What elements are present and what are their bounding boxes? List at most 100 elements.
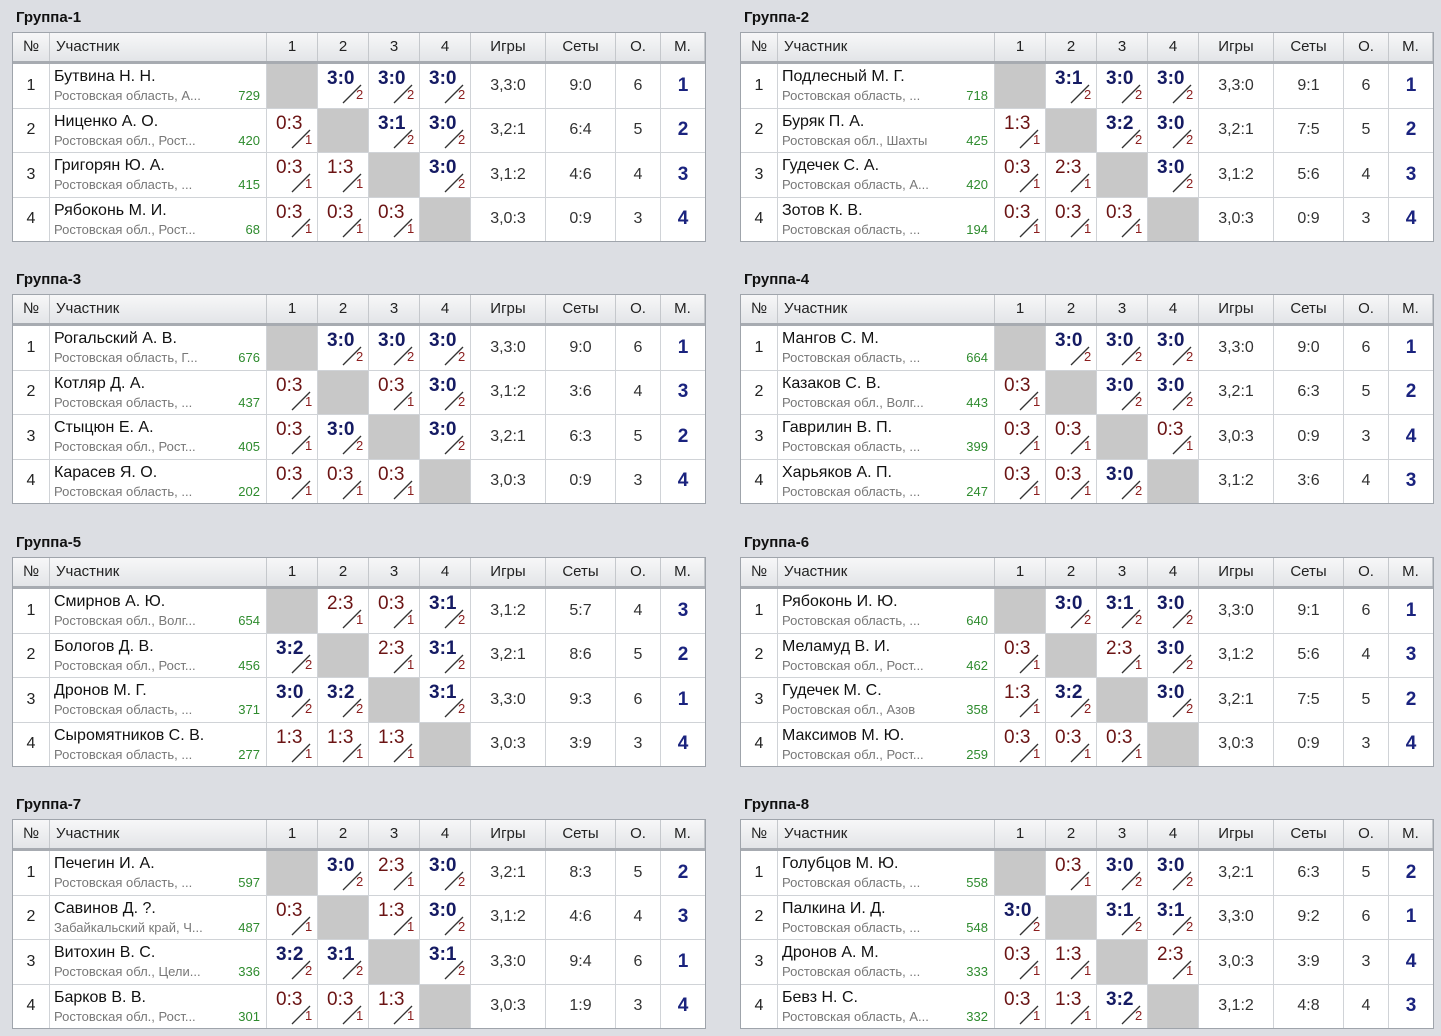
participant-name[interactable]: Савинов Д. ?.	[54, 899, 156, 917]
table-row[interactable]: 2 Савинов Д. ?. Забайкальский край, Ч... 48…	[13, 894, 705, 939]
participant-cell[interactable]: Максимов М. Ю. Ростовская обл., Рост... 25…	[778, 722, 995, 766]
column-header-games[interactable]: Игры	[471, 820, 546, 848]
match-result-cell[interactable]: 3:0 2	[369, 64, 420, 108]
table-row[interactable]: 2 Бологов Д. В. Ростовская обл., Рост... 45…	[13, 632, 705, 677]
participant-cell[interactable]: Гаврилин В. П. Ростовская область, ... 399	[778, 415, 995, 459]
match-result-cell[interactable]: 3:0 2	[318, 415, 369, 459]
match-result-cell[interactable]: 0:3 1	[995, 197, 1046, 241]
participant-name[interactable]: Барков В. В.	[54, 988, 146, 1006]
column-header-c4[interactable]: 4	[420, 295, 471, 323]
column-header-points[interactable]: О.	[616, 33, 661, 61]
match-result-cell[interactable]: 0:3 1	[369, 197, 420, 241]
match-result-cell[interactable]: 0:3 1	[267, 197, 318, 241]
participant-cell[interactable]: Барков В. В. Ростовская обл., Рост... 301	[50, 984, 267, 1028]
match-result-cell[interactable]: 3:1 2	[420, 940, 471, 984]
match-result-cell[interactable]: 1:3 1	[318, 722, 369, 766]
match-result-cell[interactable]: 0:3 1	[267, 459, 318, 503]
match-result-cell[interactable]: 2:3 1	[369, 851, 420, 895]
match-result-cell[interactable]: 0:3 1	[995, 415, 1046, 459]
column-header-place[interactable]: М.	[1389, 820, 1433, 848]
match-result-cell[interactable]: 3:0 2	[420, 895, 471, 939]
column-header-sets[interactable]: Сеты	[1274, 820, 1344, 848]
match-result-cell[interactable]: 0:3 1	[1046, 459, 1097, 503]
match-result-cell[interactable]: 2:3 1	[1097, 633, 1148, 677]
match-result-cell[interactable]: 1:3 1	[369, 895, 420, 939]
match-result-cell[interactable]: 1:3 1	[1046, 984, 1097, 1028]
match-result-cell[interactable]: 3:0 2	[1148, 153, 1199, 197]
participant-cell[interactable]: Голубцов М. Ю. Ростовская область, ... 558	[778, 851, 995, 895]
column-header-n[interactable]: №	[13, 295, 50, 323]
column-header-n[interactable]: №	[13, 558, 50, 586]
match-result-cell[interactable]: 0:3 1	[318, 197, 369, 241]
column-header-c3[interactable]: 3	[1097, 558, 1148, 586]
participant-name[interactable]: Подлесный М. Г.	[782, 68, 905, 85]
participant-name[interactable]: Максимов М. Ю.	[782, 726, 905, 744]
match-result-cell[interactable]: 3:2 2	[1097, 984, 1148, 1028]
table-row[interactable]: 1 Голубцов М. Ю. Ростовская область, ... 55…	[741, 851, 1433, 895]
column-header-n[interactable]: №	[741, 558, 778, 586]
match-result-cell[interactable]: 3:0 2	[1148, 326, 1199, 370]
participant-name[interactable]: Рогальский А. В.	[54, 330, 177, 347]
participant-name[interactable]: Голубцов М. Ю.	[782, 855, 899, 872]
column-header-c4[interactable]: 4	[420, 558, 471, 586]
match-result-cell[interactable]: 3:0 2	[1148, 851, 1199, 895]
participant-cell[interactable]: Смирнов А. Ю. Ростовская обл., Волг... 654	[50, 589, 267, 633]
match-result-cell[interactable]: 3:0 2	[420, 370, 471, 414]
table-row[interactable]: 4 Бевз Н. С. Ростовская область, А... 332 0:…	[741, 983, 1433, 1028]
participant-name[interactable]: Стыцюн Е. А.	[54, 419, 154, 436]
match-result-cell[interactable]: 3:1 2	[1097, 589, 1148, 633]
column-header-c1[interactable]: 1	[267, 295, 318, 323]
match-result-cell[interactable]: 0:3 1	[318, 984, 369, 1028]
column-header-participant[interactable]: Участник	[778, 295, 995, 323]
match-result-cell[interactable]: 3:0 2	[318, 851, 369, 895]
match-result-cell[interactable]: 0:3 1	[1046, 415, 1097, 459]
column-header-n[interactable]: №	[741, 295, 778, 323]
table-row[interactable]: 2 Ниценко А. О. Ростовская обл., Рост... 42…	[13, 107, 705, 152]
participant-name[interactable]: Харьяков А. П.	[782, 463, 892, 481]
column-header-c1[interactable]: 1	[995, 33, 1046, 61]
column-header-n[interactable]: №	[741, 820, 778, 848]
participant-cell[interactable]: Подлесный М. Г. Ростовская область, ... 71…	[778, 64, 995, 108]
match-result-cell[interactable]: 0:3 1	[995, 984, 1046, 1028]
match-result-cell[interactable]: 3:0 2	[1097, 370, 1148, 414]
table-row[interactable]: 3 Гудечек С. А. Ростовская область, А... 42…	[741, 152, 1433, 197]
column-header-c4[interactable]: 4	[1148, 820, 1199, 848]
participant-cell[interactable]: Печегин И. А. Ростовская область, ... 597	[50, 851, 267, 895]
match-result-cell[interactable]: 2:3 1	[318, 589, 369, 633]
match-result-cell[interactable]: 0:3 1	[267, 415, 318, 459]
participant-cell[interactable]: Бевз Н. С. Ростовская область, А... 332	[778, 984, 995, 1028]
column-header-c1[interactable]: 1	[267, 558, 318, 586]
match-result-cell[interactable]: 3:0 2	[420, 326, 471, 370]
participant-cell[interactable]: Григорян Ю. А. Ростовская область, ... 415	[50, 153, 267, 197]
match-result-cell[interactable]: 0:3 1	[267, 370, 318, 414]
participant-cell[interactable]: Зотов К. В. Ростовская область, ... 194	[778, 197, 995, 241]
column-header-points[interactable]: О.	[1344, 820, 1389, 848]
participant-name[interactable]: Витохин В. С.	[54, 944, 156, 961]
column-header-place[interactable]: М.	[661, 558, 705, 586]
participant-name[interactable]: Гаврилин В. П.	[782, 419, 893, 436]
table-row[interactable]: 2 Казаков С. В. Ростовская обл., Волг... 44…	[741, 369, 1433, 414]
column-header-c2[interactable]: 2	[1046, 820, 1097, 848]
participant-cell[interactable]: Дронов А. М. Ростовская область, ... 333	[778, 940, 995, 984]
column-header-points[interactable]: О.	[616, 295, 661, 323]
participant-name[interactable]: Смирнов А. Ю.	[54, 593, 166, 610]
match-result-cell[interactable]: 3:0 2	[1148, 108, 1199, 152]
column-header-c3[interactable]: 3	[1097, 820, 1148, 848]
participant-cell[interactable]: Рябоконь М. И. Ростовская обл., Рост... 68	[50, 197, 267, 241]
column-header-c1[interactable]: 1	[267, 820, 318, 848]
match-result-cell[interactable]: 0:3 1	[995, 940, 1046, 984]
participant-cell[interactable]: Мангов С. М. Ростовская область, ... 664	[778, 326, 995, 370]
column-header-c3[interactable]: 3	[369, 820, 420, 848]
match-result-cell[interactable]: 3:1 2	[318, 940, 369, 984]
match-result-cell[interactable]: 0:3 1	[995, 459, 1046, 503]
participant-cell[interactable]: Стыцюн Е. А. Ростовская обл., Рост... 405	[50, 415, 267, 459]
match-result-cell[interactable]: 3:2 2	[1046, 678, 1097, 722]
match-result-cell[interactable]: 3:0 2	[420, 108, 471, 152]
table-row[interactable]: 4 Барков В. В. Ростовская обл., Рост... 301…	[13, 983, 705, 1028]
participant-cell[interactable]: Харьяков А. П. Ростовская область, ... 247	[778, 459, 995, 503]
column-header-c4[interactable]: 4	[1148, 558, 1199, 586]
match-result-cell[interactable]: 1:3 1	[1046, 940, 1097, 984]
column-header-participant[interactable]: Участник	[50, 820, 267, 848]
match-result-cell[interactable]: 3:0 2	[1046, 326, 1097, 370]
participant-name[interactable]: Бутвина Н. Н.	[54, 68, 156, 85]
